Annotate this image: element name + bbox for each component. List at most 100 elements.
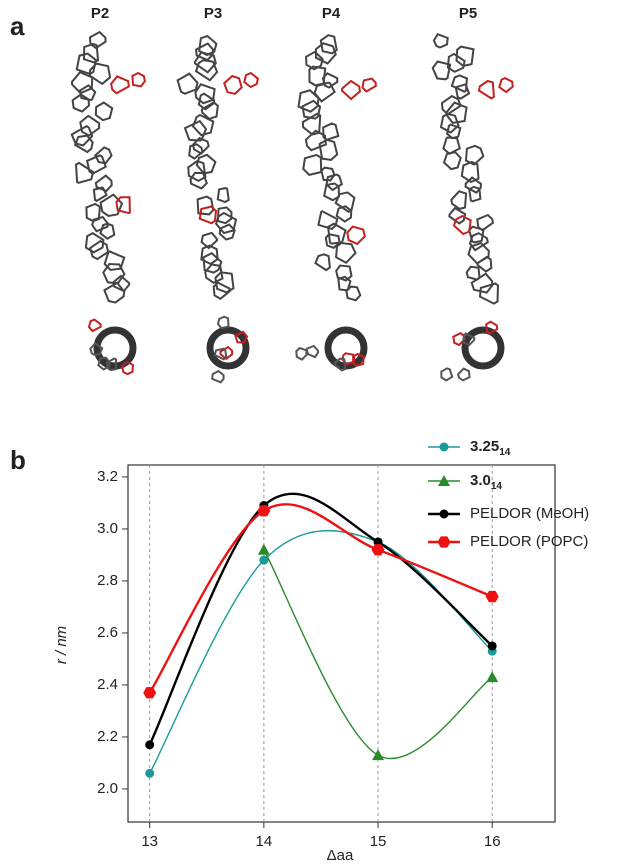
structure-ring [82,42,100,64]
structure-ring [204,263,224,284]
structure-ring [71,93,91,113]
structure-ring [334,191,356,213]
structure-label: P2 [91,5,109,22]
structure-ring [464,144,485,166]
legend-name: PELDOR (POPC) [470,533,588,550]
structure-ring [193,51,217,74]
structure-ring [439,112,460,134]
x-tick-label: 16 [484,833,501,850]
structure-ring [468,232,489,252]
series-line [149,529,493,774]
structure-ring [319,34,338,55]
structure-ring [176,72,199,95]
y-tick-label: 2.8 [97,572,118,589]
legend-name: 3.25 [470,438,499,455]
structure-ring [194,59,219,82]
marker [486,671,499,683]
structure-ring [73,134,94,154]
structure-ring [89,239,110,261]
structure-ring [94,174,113,193]
structure-ring [197,92,216,111]
marker [257,505,271,517]
structure-ring [464,176,483,194]
structure-ring [70,124,94,147]
marker [439,442,449,452]
structure-ring [75,52,97,75]
structure-ring [216,187,230,204]
y-tick-label: 2.2 [97,728,118,745]
legend-label: 3.014 [470,472,502,492]
structure-ring [335,241,357,265]
structure-ring [460,160,480,184]
structure-ring [200,231,219,250]
structure-ring [243,71,260,89]
structure-ring [445,101,468,124]
structure-ring [442,151,462,171]
structure-ring [105,357,117,372]
legend-label: PELDOR (MeOH) [470,505,589,522]
series-line [148,492,494,746]
structure-ring [465,265,481,281]
structure-ring [462,332,476,347]
structure-ring [334,357,347,372]
legend-name: PELDOR (MeOH) [470,505,589,522]
structure-ring [478,282,500,305]
marker [487,641,497,651]
structure-ring [84,232,105,254]
legend-subscript: 14 [491,481,503,492]
x-tick-label: 13 [141,833,158,850]
structure-ring [432,32,449,49]
legend-label: PELDOR (POPC) [470,533,588,550]
structure-ring [94,146,113,165]
structure-ring [302,153,323,177]
structure-ring [103,250,126,272]
structure-ring [304,129,327,152]
structure-ring [485,320,499,335]
structure-ring [99,222,116,240]
helix-wheel [324,326,368,370]
structure-ring [341,352,355,366]
structure-ring [188,143,204,160]
structure-ring [115,196,131,215]
structure-ring [317,210,339,231]
structure-ring [194,83,216,105]
structure-ring [314,42,337,65]
x-tick-label: 14 [256,833,273,850]
series-line [148,503,493,694]
structure-ring [212,281,231,301]
structure-ring [74,161,95,184]
structure-ring [196,195,215,216]
structure-ring [450,190,468,210]
y-axis-label: r / nm [53,626,70,664]
structure-ring [88,62,112,86]
structure-ring [305,50,324,71]
structure-ring [202,252,223,274]
marker [371,544,385,556]
y-tick-label: 3.2 [97,468,118,485]
marker [438,475,450,486]
marker [143,687,157,699]
marker [257,543,270,555]
structure-ring [340,79,361,101]
marker [145,740,155,750]
structure-ring [470,272,494,294]
y-tick-label: 3.0 [97,520,118,537]
structure-ring [214,271,235,294]
structure-ring [198,34,218,57]
marker [439,509,449,519]
structure-ring [131,71,146,88]
structure-ring [110,75,130,95]
structure-ring [346,225,367,246]
structure-ring [476,255,493,273]
structure-ring [121,360,134,376]
structure-ring [318,138,339,161]
x-axis-label: Δaa [327,847,354,864]
structure-ring [431,60,452,81]
structure-ring [320,166,336,182]
legend-name: 3.0 [470,472,491,489]
structure-ring [213,347,228,361]
structure-ring [297,89,320,113]
structure-ring [361,77,377,93]
structure-ring [89,341,104,356]
structure-ring [187,159,207,183]
